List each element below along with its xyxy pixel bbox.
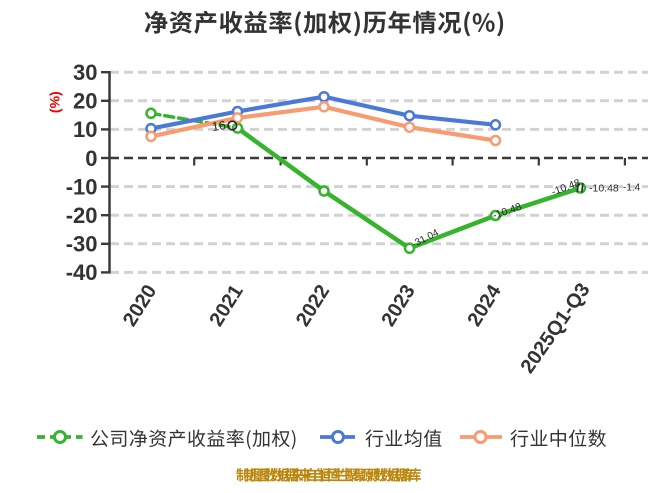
svg-text:-20: -20 [66, 203, 98, 228]
svg-text:30: 30 [73, 60, 97, 85]
svg-text:-40: -40 [66, 260, 98, 285]
svg-text:-10: -10 [66, 174, 98, 199]
svg-text:-1.4: -1.4 [623, 183, 641, 194]
svg-text:20: 20 [73, 89, 97, 114]
svg-text:10: 10 [73, 117, 97, 142]
svg-text:0: 0 [85, 146, 97, 171]
svg-text:(%): (%) [47, 91, 63, 113]
svg-text:16: 16 [211, 118, 227, 134]
svg-text:-30: -30 [66, 232, 98, 257]
svg-text:-10.48: -10.48 [589, 183, 619, 195]
